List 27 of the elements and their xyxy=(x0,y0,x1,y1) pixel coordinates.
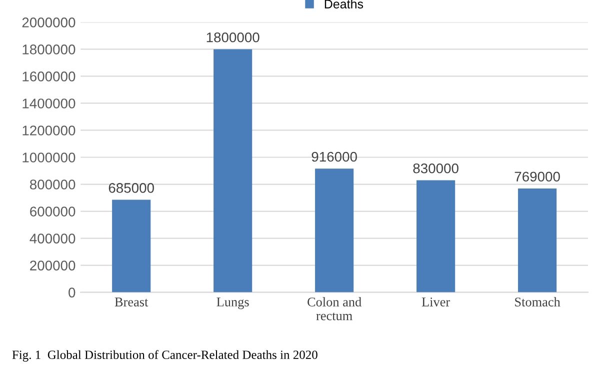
x-tick-label: Liver xyxy=(422,298,450,306)
y-tick-label: 1000000 xyxy=(22,152,76,162)
bar xyxy=(518,188,557,292)
y-tick-label: 800000 xyxy=(30,180,76,190)
y-tick-label: 200000 xyxy=(30,260,76,270)
y-tick-label: 400000 xyxy=(30,234,76,244)
bar xyxy=(112,200,151,292)
x-tick-label: Breast xyxy=(114,298,148,306)
y-tick-label: 1600000 xyxy=(22,72,76,82)
data-label: 769000 xyxy=(514,172,560,182)
y-tick-label: 1800000 xyxy=(22,44,76,54)
y-tick-label: 2000000 xyxy=(22,18,76,28)
y-tick-label: 0 xyxy=(68,288,76,298)
bar xyxy=(416,180,456,292)
data-label: 916000 xyxy=(312,152,357,162)
x-tick-label: Lungs xyxy=(216,298,249,310)
y-tick-label: 1400000 xyxy=(22,98,76,108)
x-tick-label: Colon and rectum xyxy=(308,297,362,320)
data-label: 830000 xyxy=(413,163,458,174)
y-tick-label: 1200000 xyxy=(22,126,76,136)
data-label: 685000 xyxy=(108,183,154,193)
y-tick-label: 600000 xyxy=(30,206,76,216)
bar xyxy=(214,49,252,292)
data-label: 1800000 xyxy=(206,32,260,42)
caption: Fig. 1 Global Distribution of Cancer-Related Deaths in 2020 xyxy=(12,350,318,362)
x-tick-label: Stomach xyxy=(515,297,560,306)
bar xyxy=(315,168,354,292)
